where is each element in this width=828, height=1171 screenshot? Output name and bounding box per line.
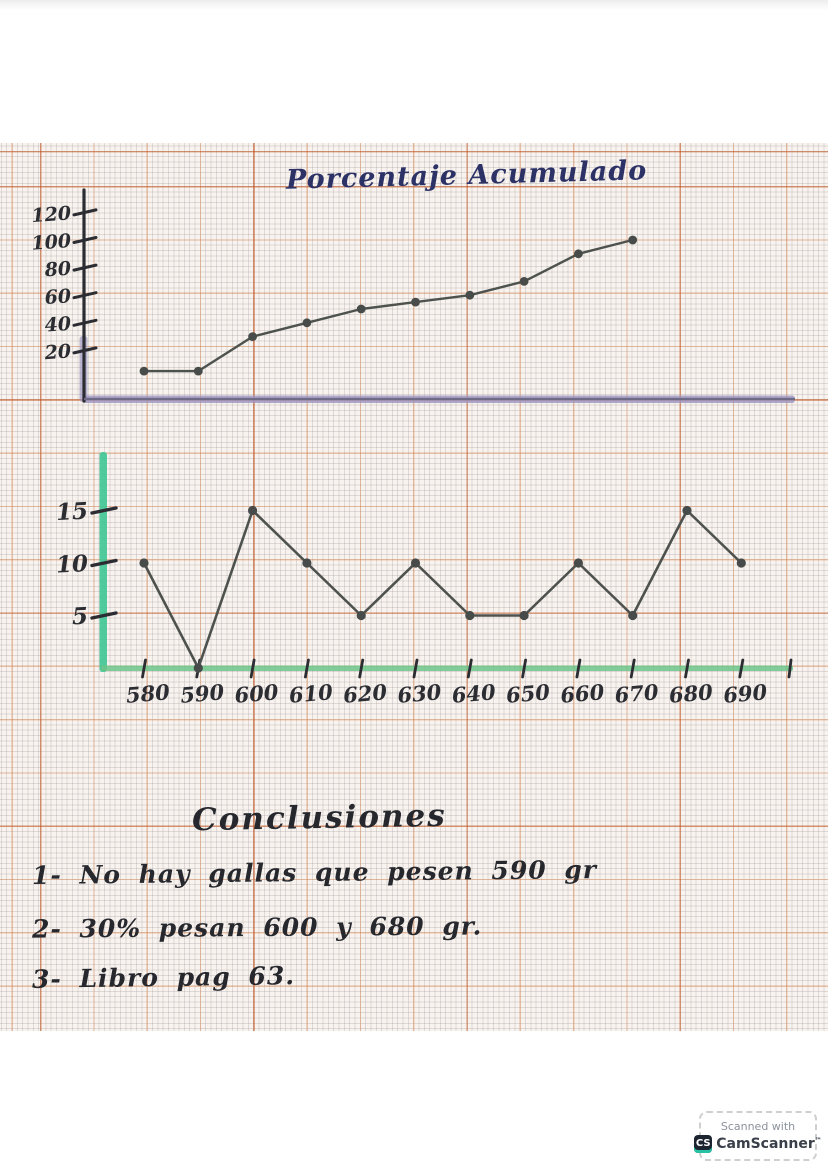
camscanner-name-text: CamScanner bbox=[716, 1135, 815, 1152]
frequency-xtick-label: 680 bbox=[668, 679, 714, 708]
cumulative-ytick bbox=[72, 236, 98, 244]
frequency-point bbox=[465, 610, 475, 621]
cumulative-point bbox=[411, 297, 420, 307]
trademark-symbol: ™ bbox=[814, 1135, 822, 1144]
frequency-point bbox=[193, 663, 203, 673]
cumulative-point bbox=[574, 249, 583, 259]
camscanner-logo-icon: CS bbox=[694, 1134, 713, 1153]
cumulative-line bbox=[144, 238, 633, 373]
cumulative-ytick bbox=[72, 263, 98, 272]
cumulative-ytick bbox=[72, 208, 98, 217]
frequency-xaxis-highlight bbox=[101, 665, 793, 671]
cumulative-point bbox=[193, 366, 203, 376]
camscanner-logo-text: CS bbox=[695, 1138, 711, 1149]
frequency-xtick bbox=[412, 658, 419, 679]
frequency-xtick-label: 580 bbox=[125, 679, 171, 708]
frequency-point bbox=[573, 558, 584, 568]
frequency-ytick-label: 5 bbox=[71, 603, 88, 631]
frequency-xtick-label: 610 bbox=[288, 679, 334, 708]
frequency-line bbox=[142, 509, 743, 670]
camscanner-row: CS CamScanner™ bbox=[694, 1134, 822, 1153]
frequency-point bbox=[356, 610, 366, 621]
frequency-xtick bbox=[141, 658, 147, 679]
conclusion-item-2: 2- 30% pesan 600 y 680 gr. bbox=[31, 911, 483, 944]
frequency-xtick-label: 660 bbox=[559, 679, 605, 708]
frequency-xtick-end bbox=[787, 658, 793, 679]
camscanner-badge: Scanned with CS CamScanner™ bbox=[694, 1111, 822, 1161]
cumulative-point bbox=[302, 318, 312, 328]
graph-paper bbox=[0, 143, 828, 1031]
frequency-point bbox=[302, 558, 312, 568]
frequency-xtick bbox=[684, 658, 690, 679]
frequency-xtick-label: 650 bbox=[505, 679, 551, 708]
frequency-point bbox=[248, 505, 258, 516]
conclusion-item-1: 1- No hay gallas que pesen 590 gr bbox=[31, 855, 598, 890]
cumulative-ytick-label: 120 bbox=[31, 202, 72, 227]
frequency-xtick-label: 590 bbox=[179, 679, 225, 708]
frequency-xtick-label: 630 bbox=[396, 679, 442, 708]
cumulative-ytick-label: 40 bbox=[44, 313, 72, 337]
cumulative-point bbox=[356, 304, 366, 314]
cumulative-ytick bbox=[72, 318, 98, 327]
cumulative-ytick-label: 80 bbox=[43, 258, 72, 282]
frequency-xtick bbox=[466, 658, 473, 679]
frequency-point bbox=[736, 558, 746, 568]
cumulative-point bbox=[465, 290, 475, 300]
frequency-ytick bbox=[90, 506, 118, 515]
frequency-xtick bbox=[358, 658, 365, 679]
camscanner-name: CamScanner™ bbox=[716, 1136, 821, 1152]
frequency-xtick bbox=[249, 658, 256, 679]
frequency-point bbox=[139, 558, 149, 568]
frequency-xtick-label: 640 bbox=[451, 679, 497, 708]
frequency-xtick-label: 600 bbox=[234, 679, 280, 708]
frequency-point bbox=[682, 505, 692, 516]
cumulative-point bbox=[248, 332, 257, 341]
frequency-point bbox=[410, 558, 421, 568]
cumulative-point bbox=[139, 366, 149, 376]
cumulative-point bbox=[628, 235, 638, 245]
scanned-with-label: Scanned with bbox=[720, 1119, 796, 1133]
conclusion-item-3: 3- Libro pag 63. bbox=[31, 961, 296, 994]
cumulative-ytick bbox=[72, 291, 98, 300]
frequency-ytick bbox=[90, 611, 118, 620]
frequency-xtick-label: 620 bbox=[342, 679, 388, 708]
frequency-xtick bbox=[575, 658, 582, 679]
frequency-xtick bbox=[521, 658, 527, 679]
cumulative-ytick-label: 20 bbox=[43, 340, 72, 364]
frequency-point bbox=[628, 610, 638, 621]
frequency-xtick bbox=[629, 658, 636, 679]
frequency-point bbox=[519, 610, 529, 621]
cumulative-point bbox=[519, 277, 529, 286]
frequency-xtick bbox=[738, 658, 745, 679]
frequency-ytick-label: 10 bbox=[55, 550, 88, 579]
frequency-xtick-label: 690 bbox=[722, 679, 768, 708]
frequency-ytick bbox=[90, 558, 118, 568]
conclusions-heading: Conclusiones bbox=[191, 797, 447, 839]
frequency-ytick-label: 15 bbox=[55, 498, 88, 527]
frequency-xtick-label: 670 bbox=[614, 679, 660, 708]
cumulative-ytick-label: 100 bbox=[31, 230, 72, 255]
frequency-xtick bbox=[303, 658, 310, 679]
cumulative-ytick-label: 60 bbox=[44, 285, 72, 309]
cumulative-ytick bbox=[72, 346, 98, 355]
